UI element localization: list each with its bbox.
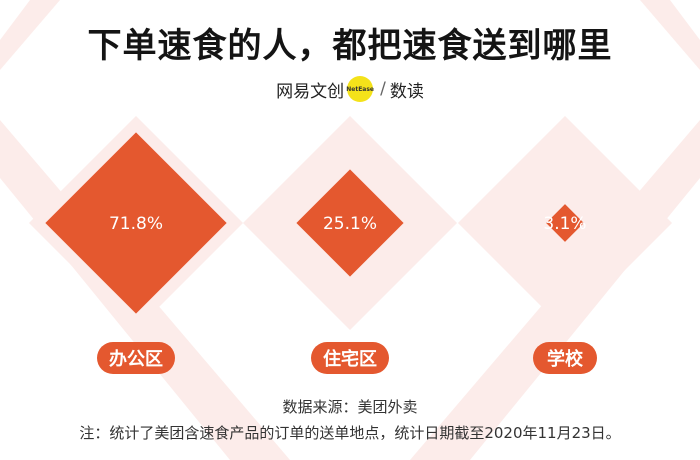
diamond-mark-residential xyxy=(296,169,404,277)
netease-badge-icon: NetEase xyxy=(346,76,374,102)
category-label-office: 办公区 xyxy=(109,348,163,370)
chart-title: 下单速食的人，都把速食送到哪里 xyxy=(87,26,613,66)
category-pill-residential xyxy=(311,342,389,374)
category-pill-office xyxy=(97,342,175,374)
brand-separator: / xyxy=(380,79,386,99)
value-label-residential: 25.1% xyxy=(323,214,377,234)
brand-netease-text: 网易文创 xyxy=(276,81,345,102)
data-source: 数据来源：美团外卖 xyxy=(282,398,418,416)
value-label-office: 71.8% xyxy=(109,214,163,234)
category-label-school: 学校 xyxy=(547,348,584,370)
footnote: 注：统计了美团含速食产品的订单的送单地点，统计日期截至2020年11月23日。 xyxy=(79,424,621,442)
diamond-mark-school xyxy=(546,204,584,242)
value-label-school: 3.1% xyxy=(543,214,586,234)
diamond-mark-office xyxy=(45,132,227,314)
category-label-residential: 住宅区 xyxy=(323,348,377,370)
category-pill-school xyxy=(533,342,597,374)
brand-logo: 网易文创 NetEase / 数读 xyxy=(0,76,700,102)
brand-shudu-text: 数读 xyxy=(389,81,424,102)
